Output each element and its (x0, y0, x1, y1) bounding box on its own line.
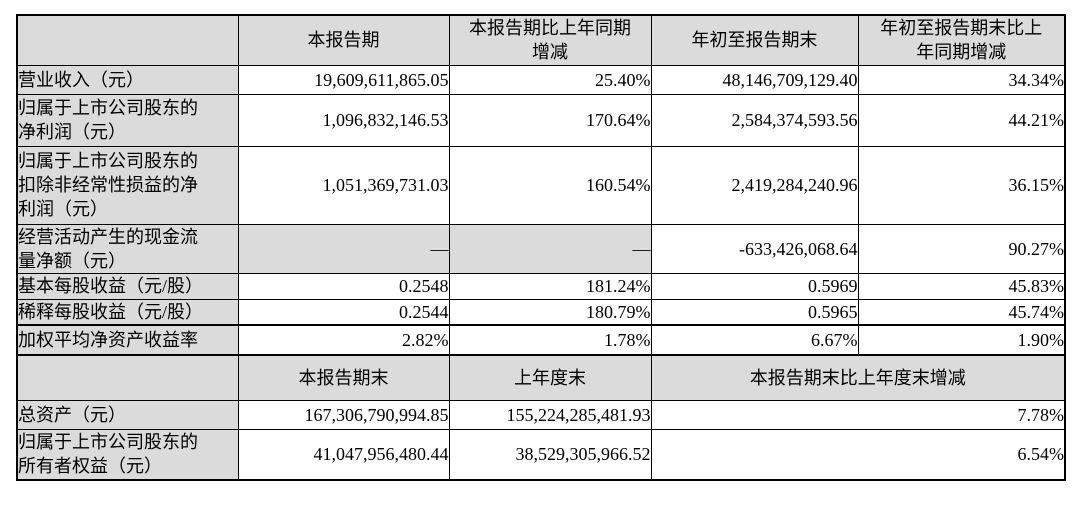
cell-equity-prior-year-end: 38,529,305,966.52 (448, 429, 652, 480)
header-period-end: 本报告期末 (237, 353, 450, 401)
header-row-period: 本报告期 本报告期比上年同期 增减 年初至报告期末 年初至报告期末比上 年同期增… (16, 14, 1066, 66)
row-label-net-profit-excl-nonrecurring: 归属于上市公司股东的 扣除非经常性损益的净 利润（元） (16, 145, 239, 225)
cell-total-assets-change: 7.78% (650, 400, 1066, 430)
row-label-basic-eps: 基本每股收益（元/股） (16, 272, 239, 300)
cell-excl-nonrecurring-ytd: 2,419,284,240.96 (650, 145, 859, 225)
cell-weighted-roe-current-change: 1.78% (448, 323, 652, 355)
cell-net-profit-current: 1,096,832,146.53 (237, 93, 450, 147)
row-label-net-profit: 归属于上市公司股东的 净利润（元） (16, 93, 239, 147)
cell-basic-eps-ytd-change: 45.83% (857, 272, 1066, 300)
cell-revenue-current: 19,609,611,865.05 (237, 64, 450, 95)
header-current-period-yoy-change: 本报告期比上年同期 增减 (448, 14, 652, 66)
cell-equity-period-end: 41,047,956,480.44 (237, 429, 450, 480)
table-row-net-profit-excl-nonrecurring: 归属于上市公司股东的 扣除非经常性损益的净 利润（元） 1,051,369,73… (16, 145, 1066, 225)
cell-weighted-roe-ytd: 6.67% (650, 323, 859, 355)
table-row-weighted-roe: 加权平均净资产收益率 2.82% 1.78% 6.67% 1.90% (16, 323, 1066, 355)
cell-total-assets-prior-year-end: 155,224,285,481.93 (448, 400, 652, 430)
cell-weighted-roe-current: 2.82% (237, 323, 450, 355)
cell-revenue-ytd-change: 34.34% (857, 64, 1066, 95)
header-current-period: 本报告期 (237, 14, 450, 66)
cell-diluted-eps-current-change: 180.79% (448, 298, 652, 325)
cell-net-profit-ytd: 2,584,374,593.56 (650, 93, 859, 147)
table-row-revenue: 营业收入（元） 19,609,611,865.05 25.40% 48,146,… (16, 64, 1066, 95)
cell-net-profit-current-change: 170.64% (448, 93, 652, 147)
cell-diluted-eps-current: 0.2544 (237, 298, 450, 325)
row-label-revenue: 营业收入（元） (16, 64, 239, 95)
row-label-shareholders-equity: 归属于上市公司股东的 所有者权益（元） (16, 429, 239, 480)
financial-summary-table: 本报告期 本报告期比上年同期 增减 年初至报告期末 年初至报告期末比上 年同期增… (16, 14, 1066, 481)
cell-revenue-current-change: 25.40% (448, 64, 652, 95)
header-prior-year-end: 上年度末 (448, 353, 652, 401)
row-label-operating-cash-flow: 经营活动产生的现金流 量净额（元） (16, 223, 239, 274)
row-label-diluted-eps: 稀释每股收益（元/股） (16, 298, 239, 325)
cell-basic-eps-ytd: 0.5969 (650, 272, 859, 300)
table-row-operating-cash-flow: 经营活动产生的现金流 量净额（元） — — -633,426,068.64 90… (16, 223, 1066, 274)
cell-equity-change: 6.54% (650, 429, 1066, 480)
header-period-end-vs-prior-year-end: 本报告期末比上年度末增减 (650, 353, 1066, 401)
row-label-weighted-roe: 加权平均净资产收益率 (16, 323, 239, 355)
cell-cash-flow-ytd-change: 90.27% (857, 223, 1066, 274)
cell-basic-eps-current: 0.2548 (237, 272, 450, 300)
cell-excl-nonrecurring-current-change: 160.54% (448, 145, 652, 225)
header-ytd: 年初至报告期末 (650, 14, 859, 66)
cell-cash-flow-ytd: -633,426,068.64 (650, 223, 859, 274)
cell-net-profit-ytd-change: 44.21% (857, 93, 1066, 147)
cell-cash-flow-current-change-dash: — (448, 223, 652, 274)
row-label-total-assets: 总资产（元） (16, 400, 239, 430)
table-row-diluted-eps: 稀释每股收益（元/股） 0.2544 180.79% 0.5965 45.74% (16, 298, 1066, 325)
cell-cash-flow-current-dash: — (237, 223, 450, 274)
cell-diluted-eps-ytd: 0.5965 (650, 298, 859, 325)
cell-excl-nonrecurring-current: 1,051,369,731.03 (237, 145, 450, 225)
header-ytd-yoy-change: 年初至报告期末比上 年同期增减 (857, 14, 1066, 66)
cell-total-assets-period-end: 167,306,790,994.85 (237, 400, 450, 430)
header-corner-cell (16, 14, 239, 66)
cell-weighted-roe-ytd-change: 1.90% (857, 323, 1066, 355)
header2-corner-cell (16, 353, 239, 401)
header-row-period-end: 本报告期末 上年度末 本报告期末比上年度末增减 (16, 353, 1066, 401)
table-row-basic-eps: 基本每股收益（元/股） 0.2548 181.24% 0.5969 45.83% (16, 272, 1066, 300)
cell-excl-nonrecurring-ytd-change: 36.15% (857, 145, 1066, 225)
table-row-shareholders-equity: 归属于上市公司股东的 所有者权益（元） 41,047,956,480.44 38… (16, 429, 1066, 480)
table-row-total-assets: 总资产（元） 167,306,790,994.85 155,224,285,48… (16, 400, 1066, 430)
cell-revenue-ytd: 48,146,709,129.40 (650, 64, 859, 95)
cell-basic-eps-current-change: 181.24% (448, 272, 652, 300)
table-row-net-profit: 归属于上市公司股东的 净利润（元） 1,096,832,146.53 170.6… (16, 93, 1066, 147)
cell-diluted-eps-ytd-change: 45.74% (857, 298, 1066, 325)
